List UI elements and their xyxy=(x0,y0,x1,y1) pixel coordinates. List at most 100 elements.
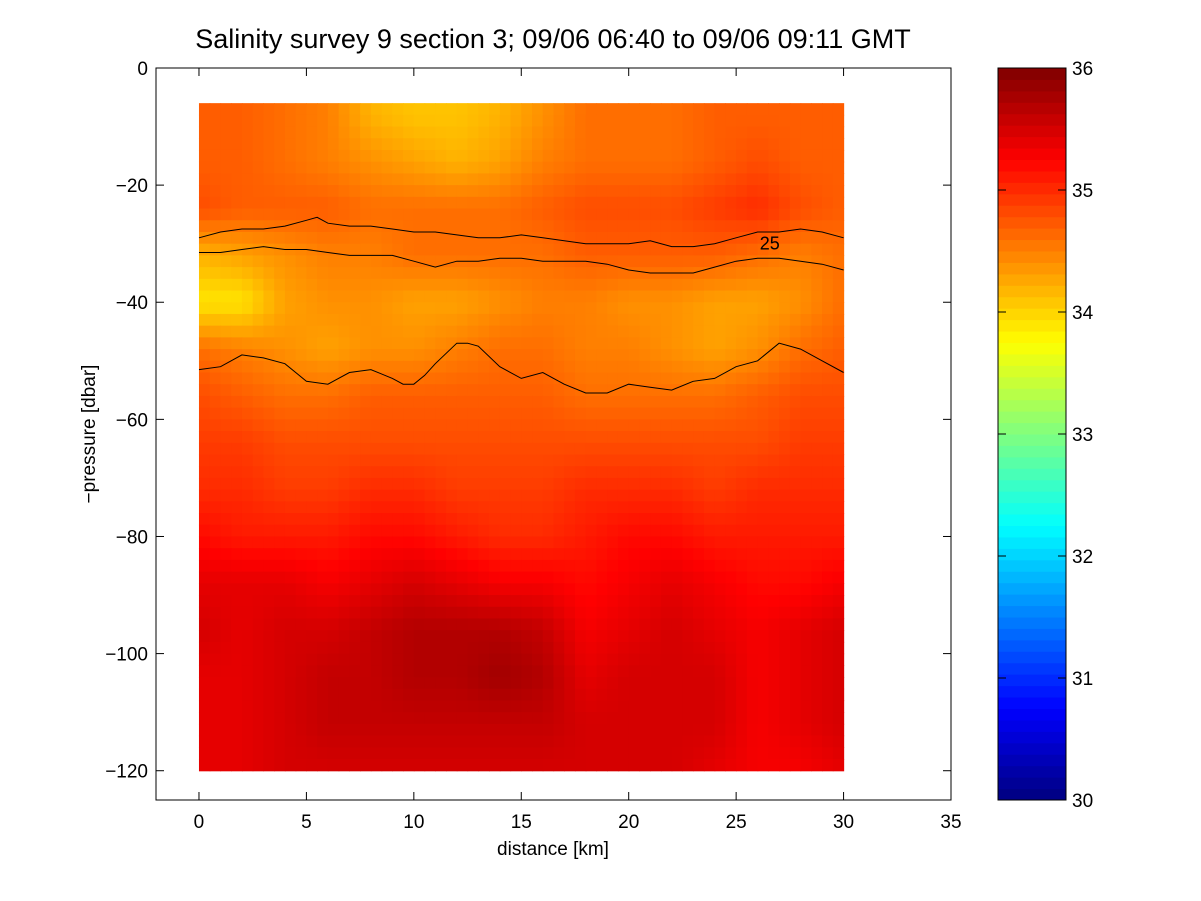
heat-cell xyxy=(832,220,845,233)
heat-cell xyxy=(822,208,834,221)
heat-cell xyxy=(714,103,726,116)
heat-cell xyxy=(660,595,673,608)
heat-cell xyxy=(392,536,404,549)
heat-cell xyxy=(532,665,544,678)
heat-cell xyxy=(822,255,834,268)
heat-cell xyxy=(489,126,501,139)
heat-cell xyxy=(231,606,243,620)
heat-cell xyxy=(370,419,383,432)
heat-cell xyxy=(521,501,533,514)
heat-cell xyxy=(800,653,812,666)
heat-cell xyxy=(800,712,812,725)
heat-cell xyxy=(746,220,759,233)
heat-cell xyxy=(703,559,716,573)
heat-cell xyxy=(274,185,286,198)
colorbar-band xyxy=(998,514,1066,526)
heat-cell xyxy=(585,337,598,350)
heat-cell xyxy=(338,325,350,338)
heat-cell xyxy=(693,571,705,584)
heat-cell xyxy=(338,559,350,573)
y-tick-label: −40 xyxy=(116,293,148,314)
heat-cell xyxy=(660,630,673,643)
heat-cell xyxy=(370,723,383,737)
heat-cell xyxy=(317,747,329,760)
heat-cell xyxy=(263,126,275,139)
heat-cell xyxy=(768,313,780,327)
heat-cell xyxy=(800,290,812,303)
heat-cell xyxy=(499,571,512,584)
heat-cell xyxy=(198,548,211,561)
y-tick-label: 0 xyxy=(137,59,148,80)
heat-cell xyxy=(424,419,436,432)
heat-cell xyxy=(800,407,812,420)
heat-cell xyxy=(360,395,372,409)
heat-cell xyxy=(349,103,361,116)
heat-cell xyxy=(725,653,737,666)
heat-cell xyxy=(714,501,726,514)
heat-cell xyxy=(714,466,726,479)
heat-cell xyxy=(263,513,275,526)
heat-cell xyxy=(564,688,576,702)
heat-cell xyxy=(532,313,544,327)
heat-cell xyxy=(682,583,694,596)
heat-cell xyxy=(532,372,544,385)
heat-cell xyxy=(789,126,802,139)
heat-cell xyxy=(295,571,307,584)
heat-cell xyxy=(714,185,726,198)
heat-cell xyxy=(360,524,372,538)
heat-cell xyxy=(768,431,780,444)
heat-cell xyxy=(617,313,630,327)
heat-cell xyxy=(446,477,458,491)
heat-cell xyxy=(682,466,694,479)
heat-cell xyxy=(231,665,243,678)
heat-cell xyxy=(241,723,254,737)
heat-cell xyxy=(800,278,812,292)
heat-cell xyxy=(650,431,662,444)
heat-cell xyxy=(832,278,845,292)
heat-cell xyxy=(736,489,748,502)
heat-cell xyxy=(241,384,254,397)
heat-cell xyxy=(510,231,522,245)
heat-cell xyxy=(284,442,297,456)
heat-cell xyxy=(671,220,684,233)
heat-cell xyxy=(467,559,479,573)
heat-cell xyxy=(800,126,812,139)
heat-cell xyxy=(714,665,726,678)
heat-cell xyxy=(779,653,791,666)
heat-cell xyxy=(252,548,265,561)
heat-cell xyxy=(499,595,512,608)
heat-cell xyxy=(553,489,565,502)
heat-cell xyxy=(317,360,329,374)
heat-cell xyxy=(682,454,694,467)
heat-cell xyxy=(338,454,350,467)
heat-cell xyxy=(413,372,426,385)
heat-cell xyxy=(822,641,834,655)
heat-cell xyxy=(768,524,780,538)
heat-cell xyxy=(209,149,222,163)
heat-cell xyxy=(349,419,361,432)
heat-cell xyxy=(736,325,748,338)
heat-cell xyxy=(650,641,662,655)
heat-cell xyxy=(693,513,705,526)
heat-cell xyxy=(574,559,587,573)
heat-cell xyxy=(456,618,469,631)
heat-cell xyxy=(413,618,426,631)
heat-cell xyxy=(757,735,769,748)
heat-cell xyxy=(832,384,845,397)
heat-cell xyxy=(574,278,587,292)
heat-cell xyxy=(424,313,436,327)
heat-cell xyxy=(370,606,383,620)
heat-cell xyxy=(220,407,232,420)
heat-cell xyxy=(499,759,512,772)
heat-cell xyxy=(650,618,662,631)
heat-cell xyxy=(284,231,297,245)
heat-cell xyxy=(370,548,383,561)
heat-cell xyxy=(209,536,222,549)
heat-cell xyxy=(381,548,393,561)
heat-cell xyxy=(467,524,479,538)
heat-cell xyxy=(446,677,458,690)
x-tick-label: 5 xyxy=(301,812,312,833)
heat-cell xyxy=(564,372,576,385)
heat-cell xyxy=(714,337,726,350)
heat-cell xyxy=(553,712,565,725)
